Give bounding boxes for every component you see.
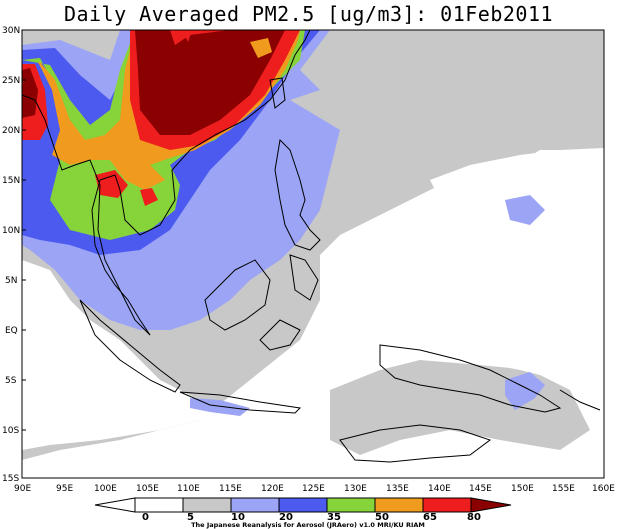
colorbar-label: 20 <box>279 512 293 523</box>
lon-label: 125E <box>302 484 325 494</box>
lat-label: 5S <box>5 376 17 386</box>
lat-ticks <box>22 79 26 431</box>
lon-label: 90E <box>14 484 31 494</box>
coastlines <box>22 30 601 463</box>
colorbar-arrow-high <box>470 497 512 513</box>
band-10-20-png <box>505 372 545 410</box>
colorbar-label: 0 <box>142 512 149 523</box>
colorbar-bin-65-80 <box>422 497 472 513</box>
colorbar-bin-5-10 <box>182 497 232 513</box>
lon-label: 95E <box>56 484 73 494</box>
credit-text: The Japanese Reanalysis for Aerosol (JRA… <box>191 521 425 529</box>
colorbar-label: 80 <box>467 512 481 523</box>
lat-label: 20N <box>2 126 20 136</box>
colorbar-label: 65 <box>423 512 437 523</box>
colorbar-bin-50-65 <box>374 497 424 513</box>
band-10-20-east <box>505 195 545 225</box>
colorbar-label: 5 <box>187 512 194 523</box>
lat-label: 10S <box>2 426 19 436</box>
colorbar-label: 35 <box>327 512 341 523</box>
colorbar-label: 50 <box>375 512 389 523</box>
lon-label: 140E <box>428 484 451 494</box>
lat-label: EQ <box>5 326 18 336</box>
white-patch-north <box>430 148 604 215</box>
lon-label: 160E <box>592 484 615 494</box>
chart-title: Daily Averaged PM2.5 [ug/m3]: 01Feb2011 <box>63 2 554 26</box>
colorbar-bin-20-35 <box>278 497 328 513</box>
colorbar: 0 5 10 20 35 50 65 80 <box>94 497 512 523</box>
lon-label: 120E <box>261 484 284 494</box>
lon-label: 150E <box>511 484 534 494</box>
lat-axis: 30N 25N 20N 15N 10N 5N EQ 5S 10S 15S <box>2 26 20 484</box>
lon-label: 115E <box>219 484 242 494</box>
lat-label: 10N <box>2 226 20 236</box>
lat-label: 30N <box>2 26 20 36</box>
colorbar-label: 10 <box>231 512 245 523</box>
lon-label: 155E <box>552 484 575 494</box>
colorbar-bin-10-20 <box>230 497 280 513</box>
lat-label: 25N <box>2 76 20 86</box>
lon-label: 100E <box>94 484 117 494</box>
white-patch-west <box>22 260 220 450</box>
red-hotspot <box>182 30 192 42</box>
lon-label: 110E <box>177 484 200 494</box>
lon-axis: 90E 95E 100E 105E 110E 115E 120E 125E 13… <box>14 484 615 494</box>
pm25-field <box>22 30 604 478</box>
colorbar-bin-0-5 <box>134 497 184 513</box>
lon-label: 145E <box>469 484 492 494</box>
lon-label: 135E <box>386 484 409 494</box>
lat-label: 5N <box>5 276 17 286</box>
lat-label: 15N <box>2 176 20 186</box>
orange-hotspot <box>250 38 272 58</box>
plot-frame <box>21 29 605 479</box>
band-65-80-east <box>140 188 158 206</box>
colorbar-arrow-low <box>94 497 136 513</box>
lat-label: 15S <box>2 474 19 484</box>
lon-label: 130E <box>344 484 367 494</box>
colorbar-bin-35-50 <box>326 497 376 513</box>
white-patch-central <box>330 280 604 390</box>
lon-label: 105E <box>136 484 159 494</box>
band-80-plus <box>135 30 285 135</box>
